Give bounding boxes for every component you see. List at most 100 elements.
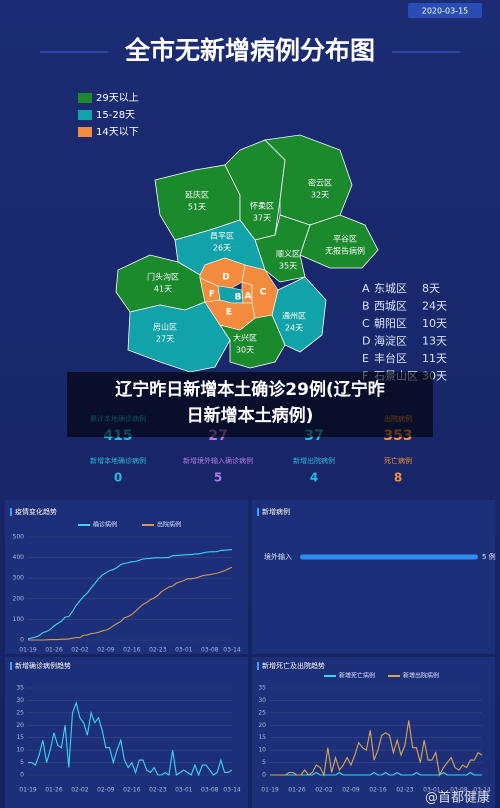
stat-value: 5	[214, 471, 222, 485]
x-tick-label: 02-16	[123, 787, 141, 794]
x-tick-label: 02-16	[123, 647, 141, 654]
x-tick-label: 03-08	[201, 787, 219, 794]
y-tick-label: 30	[16, 697, 24, 704]
legend-label: 新增出院病例	[403, 672, 439, 680]
chart-title: 新增死亡及出院趋势	[262, 661, 325, 670]
map-letter: C	[260, 288, 267, 298]
map-letter: D	[222, 273, 229, 283]
y-tick-label: 10	[16, 747, 24, 754]
title-marker	[10, 508, 12, 516]
legend-label: 出院病例	[157, 521, 181, 529]
x-tick-label: 01-26	[288, 787, 306, 794]
map-letter: F	[209, 290, 215, 300]
district-days: 41天	[154, 285, 172, 294]
y-tick-label: 200	[13, 595, 25, 602]
list-name: 朝阳区	[374, 317, 407, 330]
y-tick-label: 400	[13, 554, 25, 561]
district	[224, 139, 286, 241]
y-tick-label: 10	[258, 747, 266, 754]
list-letter: B	[362, 300, 370, 313]
line	[270, 720, 483, 777]
stat-value: 0	[114, 471, 122, 485]
list-days: 13天	[422, 335, 447, 348]
district-name: 大兴区	[233, 333, 257, 343]
stat-label: 新增境外输入确诊病例	[183, 456, 253, 465]
inner-district	[204, 299, 256, 331]
list-days: 11天	[422, 352, 447, 365]
legend-swatch	[78, 127, 92, 137]
district-name: 昌平区	[210, 232, 234, 241]
panel	[5, 500, 248, 654]
x-tick-label: 03-01	[175, 647, 193, 654]
date: 2020-03-15	[422, 7, 469, 16]
y-tick-label: 15	[16, 734, 24, 741]
x-tick-label: 02-09	[342, 787, 360, 794]
headline: 日新增本土病例)	[187, 405, 314, 426]
x-tick-label: 03-14	[223, 787, 241, 794]
chart-title: 新增病例	[262, 507, 290, 516]
map-letter: B	[235, 293, 242, 303]
legend-label: 14天以下	[96, 127, 139, 138]
district-name: 延庆区	[185, 190, 209, 200]
x-tick-label: 02-23	[149, 647, 167, 654]
legend-label: 新增死亡病例	[339, 672, 375, 680]
y-tick-label: 500	[13, 534, 25, 541]
line	[27, 549, 233, 640]
district-name: 门头沟区	[147, 272, 179, 282]
y-tick-label: 35	[258, 685, 266, 692]
x-tick-label: 02-02	[71, 647, 89, 654]
y-tick-label: 0	[20, 637, 24, 644]
district-name: 密云区	[308, 178, 332, 188]
x-tick-label: 03-08	[450, 787, 468, 794]
date-badge	[408, 3, 482, 18]
district-days: 30天	[236, 346, 254, 355]
x-tick-label: 01-19	[261, 787, 279, 794]
district-name: 平谷区	[333, 235, 357, 244]
title-marker	[10, 662, 12, 670]
district-name: 顺义区	[276, 250, 300, 259]
list-days: 24天	[422, 300, 447, 313]
district-days: 26天	[213, 244, 231, 253]
x-tick-label: 02-02	[315, 787, 333, 794]
district-days: 无报告病例	[325, 246, 365, 256]
list-letter: E	[362, 352, 369, 365]
title-marker	[257, 662, 259, 670]
legend-swatch	[78, 93, 92, 103]
title-marker	[257, 508, 259, 516]
district-name: 通州区	[282, 311, 306, 321]
headline-overlay	[67, 372, 433, 437]
list-letter: C	[362, 317, 370, 330]
chart-title: 疫情变化趋势	[15, 507, 57, 516]
district	[254, 214, 311, 283]
x-tick-label: 03-14	[473, 787, 491, 794]
y-tick-label: 30	[258, 697, 266, 704]
stat-label: 死亡病例	[384, 456, 412, 465]
list-letter: A	[362, 282, 370, 295]
map-letter: E	[226, 308, 232, 318]
y-tick-label: 15	[258, 734, 266, 741]
list-letter: D	[362, 335, 370, 348]
bar	[300, 554, 478, 560]
x-tick-label: 03-01	[175, 787, 193, 794]
line	[28, 701, 233, 777]
x-tick-label: 01-26	[45, 787, 63, 794]
line	[28, 566, 233, 641]
line	[270, 771, 482, 776]
district-days: 24天	[285, 324, 303, 333]
value-label: 5 例	[482, 552, 496, 561]
district-days: 51天	[188, 203, 206, 212]
list-name: 西城区	[374, 300, 407, 313]
map-letter: A	[245, 292, 252, 302]
stat-label: 新增本地确诊病例	[90, 456, 146, 465]
x-tick-label: 03-14	[223, 647, 241, 654]
stat-value: 4	[310, 471, 318, 485]
district-days: 27天	[156, 335, 174, 344]
x-tick-label: 01-26	[45, 647, 63, 654]
y-tick-label: 0	[20, 772, 24, 779]
list-days: 8天	[422, 282, 440, 295]
x-tick-label: 02-16	[369, 787, 387, 794]
district-name: 房山区	[153, 322, 177, 332]
watermark: @首都健康	[425, 790, 490, 806]
stat-value: 8	[394, 471, 402, 485]
x-tick-label: 02-23	[396, 787, 414, 794]
